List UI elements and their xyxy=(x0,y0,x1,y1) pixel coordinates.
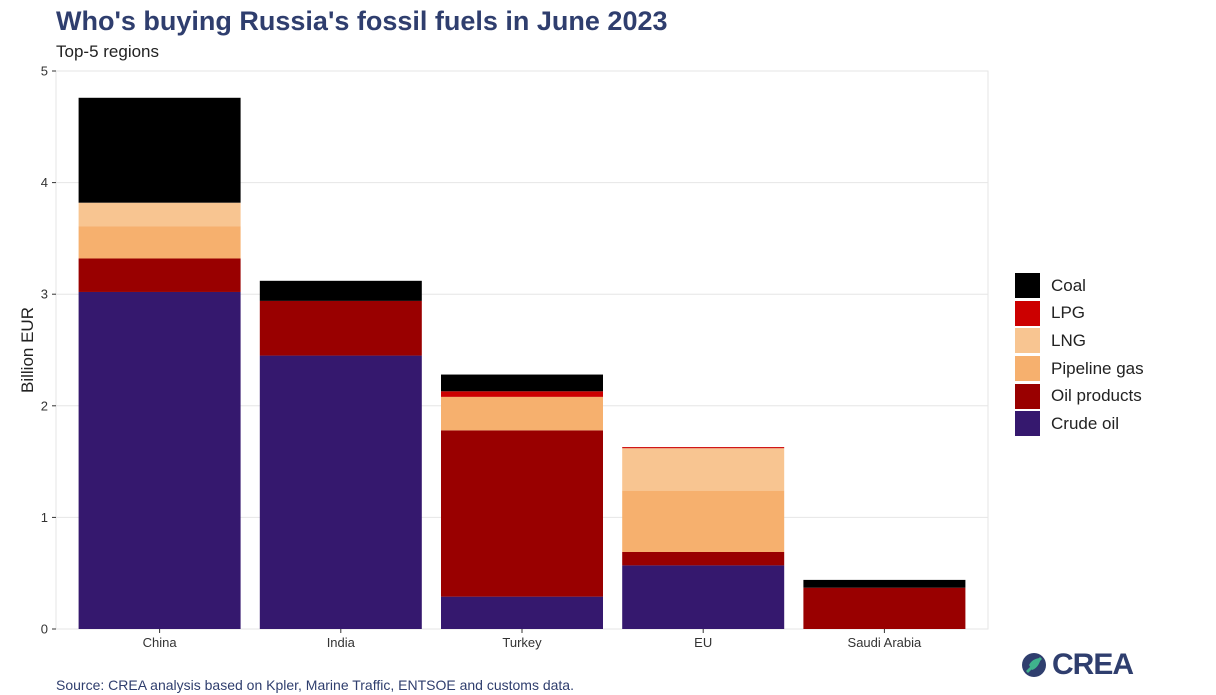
bar-segment-oil-products xyxy=(803,587,966,629)
stacked-bar-chart: 0 1 2 3 4 5 China India Turkey EU Saudi Arabia Bil… xyxy=(18,64,989,651)
bar-segment-lpg xyxy=(622,447,785,449)
x-tick-label: China xyxy=(143,635,178,650)
bar-segment-lng xyxy=(622,448,785,491)
legend-swatch xyxy=(1015,300,1040,326)
y-tick-label: 5 xyxy=(41,64,48,79)
y-tick-label: 0 xyxy=(41,622,48,637)
legend-swatch xyxy=(1015,383,1040,409)
bar-segment-crude-oil xyxy=(622,565,785,629)
legend-item: Pipeline gas xyxy=(1015,355,1144,383)
y-tick-label: 1 xyxy=(41,510,48,525)
x-tick-label: Saudi Arabia xyxy=(848,635,922,650)
bar-segment-oil-products xyxy=(78,258,241,292)
legend-swatch xyxy=(1015,356,1040,382)
legend-label: Pipeline gas xyxy=(1051,358,1144,378)
x-tick-label: India xyxy=(327,635,356,650)
legend-swatch xyxy=(1015,273,1040,299)
bars xyxy=(78,97,966,629)
y-axis-label: Billion EUR xyxy=(18,307,37,393)
legend-label: LNG xyxy=(1051,330,1086,350)
logo-text: CREA xyxy=(1052,648,1134,681)
bar-segment-coal xyxy=(259,280,422,301)
x-tick-label: Turkey xyxy=(502,635,542,650)
legend-item: Oil products xyxy=(1015,382,1144,410)
chart-title: Who's buying Russia's fossil fuels in Ju… xyxy=(56,6,668,36)
chart-subtitle: Top-5 regions xyxy=(56,42,160,61)
y-tick-label: 2 xyxy=(41,398,48,413)
bar-segment-oil-products xyxy=(441,430,603,597)
legend-item: LNG xyxy=(1015,327,1144,355)
bar-segment-coal xyxy=(441,374,603,392)
legend-item: Coal xyxy=(1015,272,1144,300)
y-tick-label: 4 xyxy=(41,175,48,190)
legend-item: Crude oil xyxy=(1015,410,1144,438)
bar-segment-coal xyxy=(803,579,966,588)
bar-segment-coal xyxy=(78,97,241,203)
legend-swatch xyxy=(1015,411,1040,437)
legend-label: LPG xyxy=(1051,303,1086,323)
legend-swatch xyxy=(1015,328,1040,354)
source-note: Source: CREA analysis based on Kpler, Ma… xyxy=(56,677,574,693)
bar-segment-oil-products xyxy=(259,300,422,356)
bar-segment-lng xyxy=(78,202,241,227)
bar-segment-pipeline-gas xyxy=(441,396,603,431)
y-tick-label: 3 xyxy=(41,287,48,302)
bar-segment-oil-products xyxy=(622,551,785,566)
crea-leaf-icon xyxy=(1022,653,1046,677)
legend-label: Coal xyxy=(1051,275,1086,295)
legend: Coal LPG LNG Pipeline gas Oil products Crude … xyxy=(1015,272,1144,438)
legend-item: LPG xyxy=(1015,300,1144,328)
bar-segment-pipeline-gas xyxy=(622,490,785,552)
bar-segment-crude-oil xyxy=(78,291,241,629)
x-tick-label: EU xyxy=(694,635,712,650)
crea-logo: CREA xyxy=(1020,648,1134,682)
bar-segment-lpg xyxy=(441,391,603,397)
bar-segment-pipeline-gas xyxy=(78,226,241,259)
bar-segment-crude-oil xyxy=(441,596,603,629)
bar-segment-crude-oil xyxy=(259,355,422,629)
legend-label: Crude oil xyxy=(1051,413,1120,433)
legend-label: Oil products xyxy=(1051,386,1142,406)
axes: 0 1 2 3 4 5 China India Turkey EU Saudi Arabia xyxy=(41,64,922,651)
